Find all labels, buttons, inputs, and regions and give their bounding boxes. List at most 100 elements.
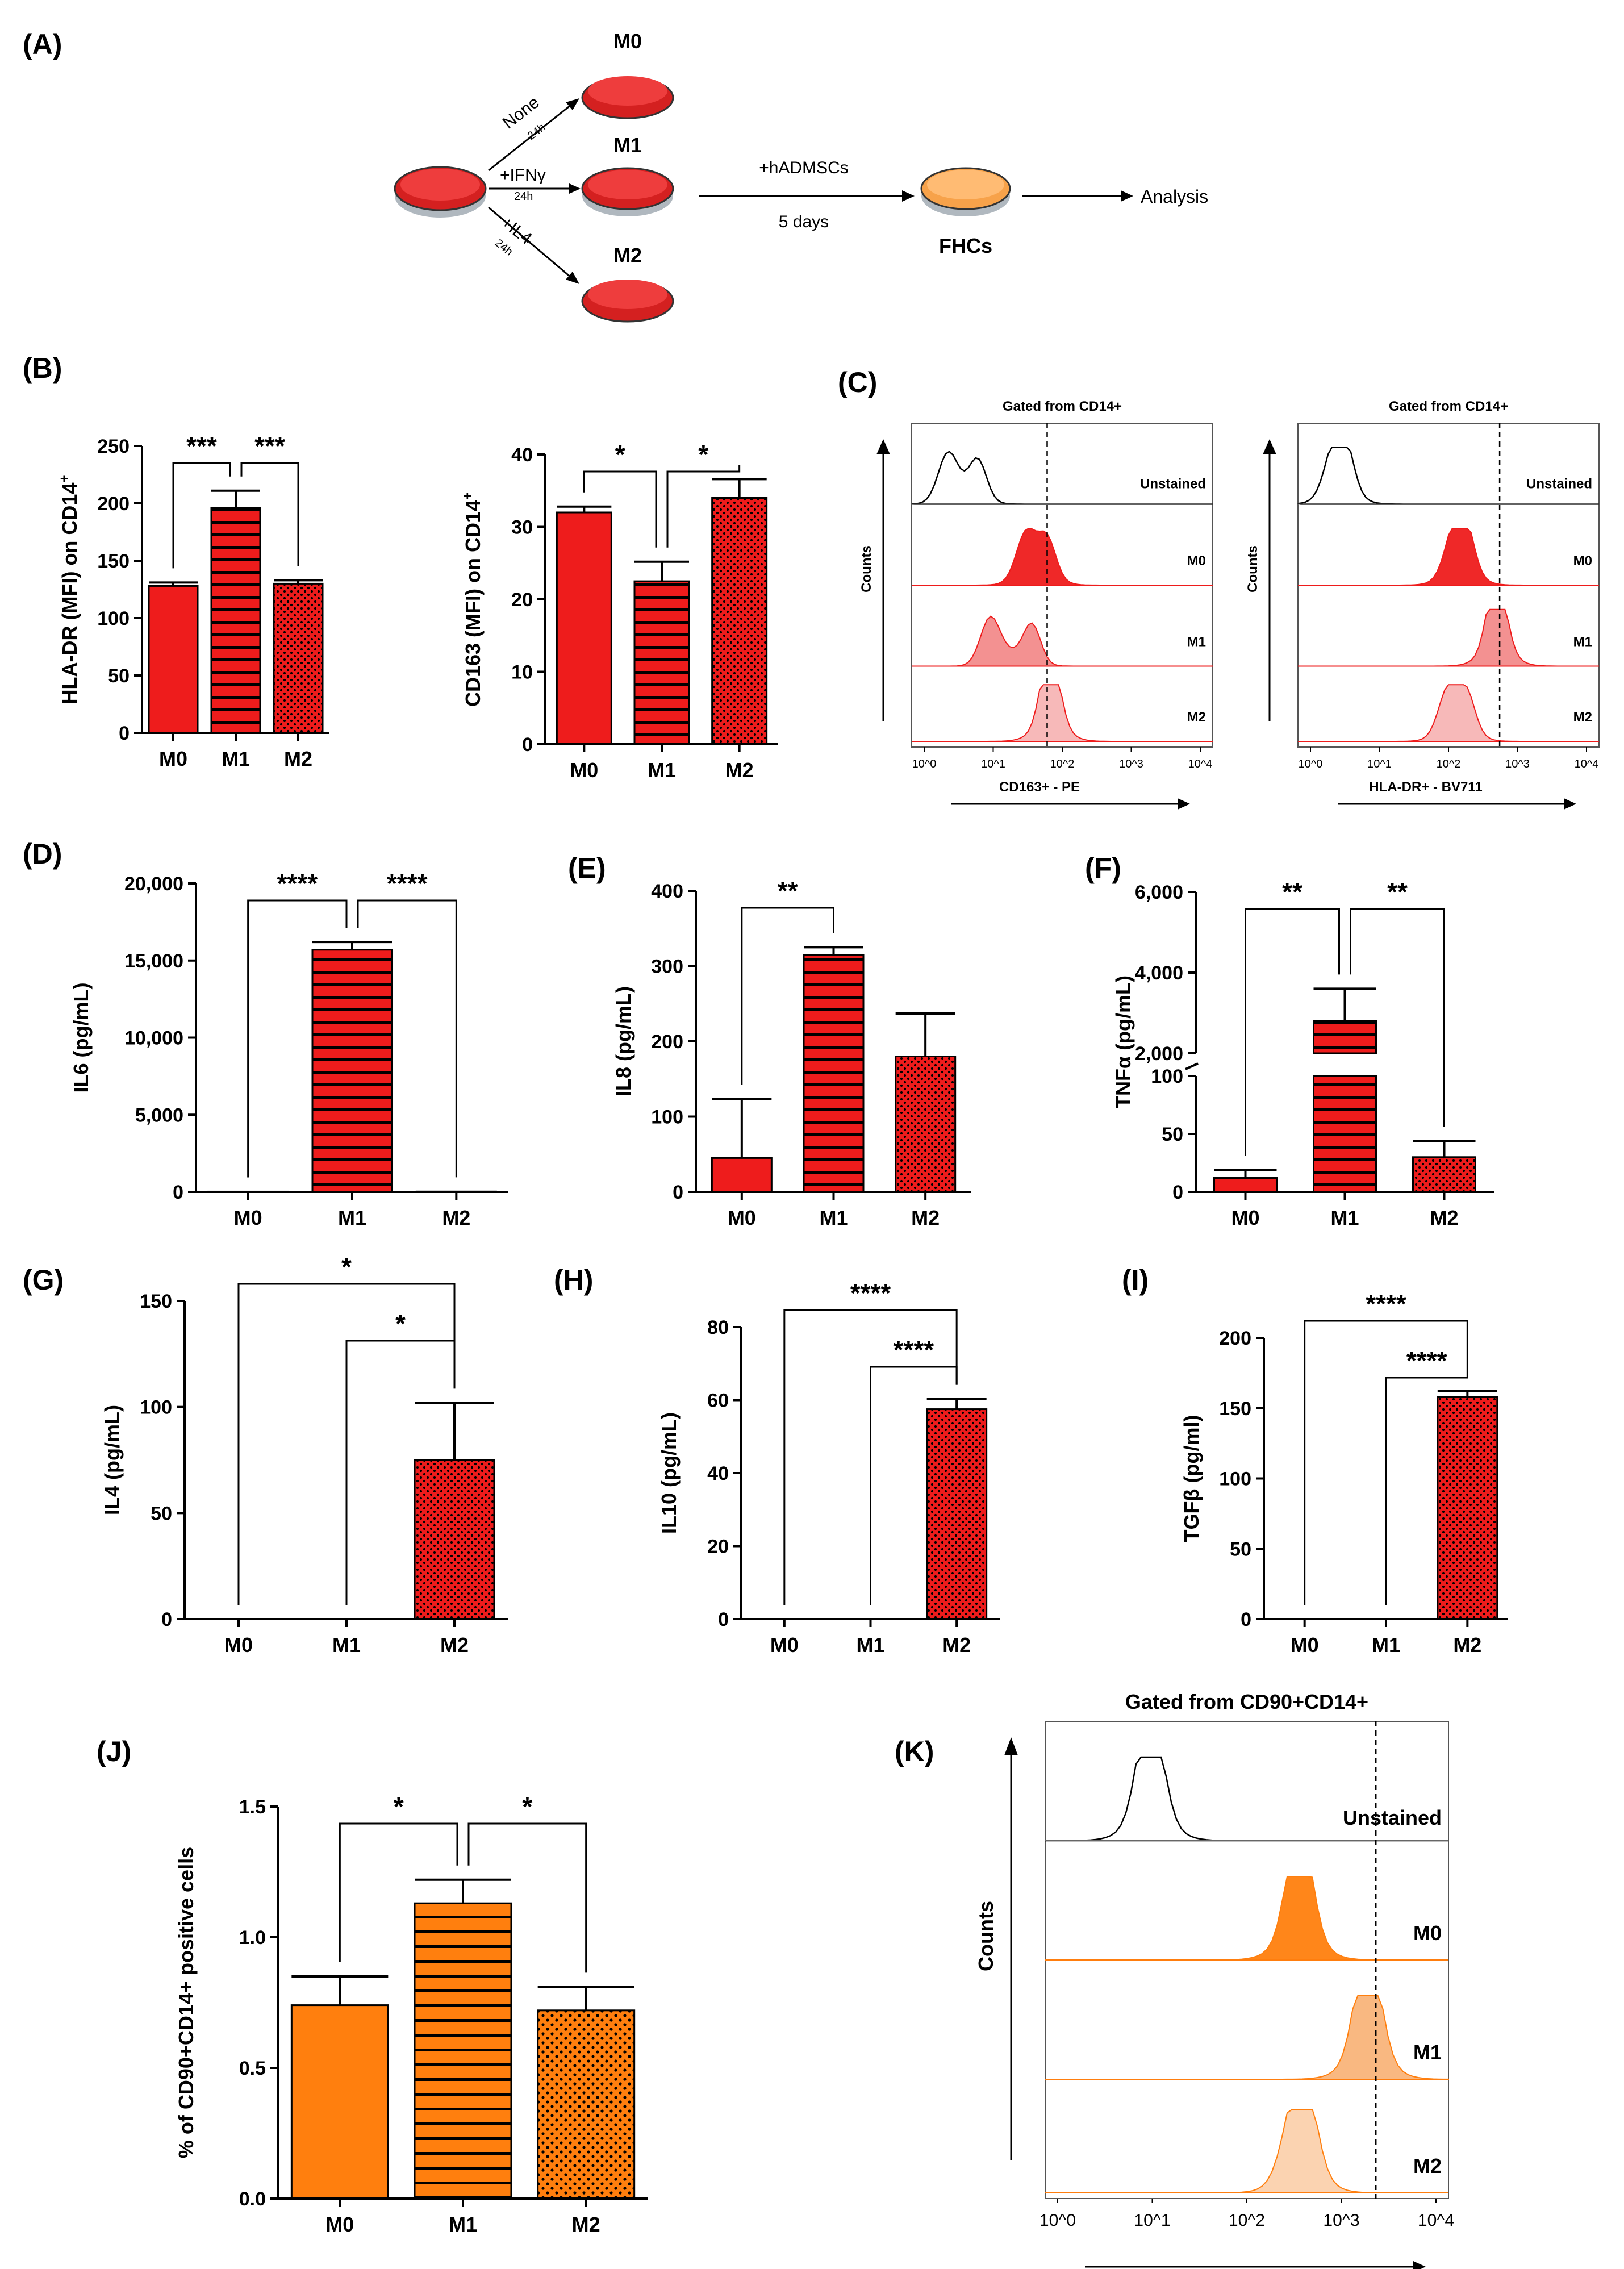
bar-m1 — [311, 949, 393, 1193]
significance-bracket — [1245, 908, 1340, 1156]
significance-bracket — [339, 1822, 458, 1962]
y-axis-label: IL10 (pg/mL) — [657, 1412, 681, 1534]
bar-m1 — [1313, 1020, 1377, 1054]
x-tick-label: M2 — [440, 1633, 469, 1657]
bar-m1 — [210, 507, 261, 734]
x-axis-arrowhead — [1564, 798, 1576, 810]
x-tick-label: M1 — [1372, 1633, 1400, 1657]
chart-tgfb: 0 50 100 150 200 M0 M1 M2 TGFβ (pg/ml) ******** — [1180, 1289, 1508, 1657]
significance-bracket — [172, 462, 231, 569]
y-tick-label: 20,000 — [124, 873, 183, 895]
y-tick-label: 80 — [707, 1317, 729, 1338]
x-tick-label: M1 — [449, 2213, 477, 2236]
x-tick-label: M2 — [1430, 1206, 1458, 1229]
significance-label: **** — [277, 869, 318, 898]
panel-label-c: (C) — [838, 366, 877, 398]
row-label-m2: M2 — [1413, 2154, 1442, 2178]
x-tick-label: M0 — [224, 1633, 253, 1657]
x-tick-label: 10^3 — [1505, 758, 1530, 770]
significance-label: *** — [254, 431, 285, 461]
y-axis-label: Counts — [859, 545, 874, 593]
histogram-title: Gated from CD14+ — [1003, 399, 1122, 414]
chart-il8: 0 100 200 300 400 M0 M1 M2 IL8 (pg/mL) ** — [612, 876, 971, 1229]
row-label-m0: M0 — [1573, 553, 1592, 569]
y-tick-label: 0 — [522, 734, 533, 756]
y-tick-label: 20 — [511, 589, 533, 611]
bar-m2 — [711, 497, 768, 745]
y-tick-label: 30 — [511, 517, 533, 539]
y-axis-arrowhead — [1004, 1737, 1018, 1755]
y-axis-label-main: HLA-DR (MFI) on CD14 — [58, 483, 81, 704]
significance-bracket — [237, 1283, 456, 1605]
x-axis-arrowhead — [1178, 798, 1190, 810]
y-tick-label: 5,000 — [135, 1104, 183, 1126]
x-tick-label: M2 — [911, 1206, 940, 1229]
significance-label: **** — [894, 1335, 934, 1365]
x-tick-label: M0 — [1291, 1633, 1319, 1657]
x-tick-label: 10^3 — [1323, 2211, 1359, 2230]
y-tick-label: 250 — [97, 436, 130, 457]
y-tick-label: 60 — [707, 1390, 729, 1412]
significance-bracket — [1385, 1377, 1468, 1605]
y-tick-label: 100 — [1151, 1066, 1183, 1087]
panel-label-k: (K) — [895, 1736, 934, 1767]
significance-bracket — [1304, 1320, 1468, 1605]
row-label-m0: M0 — [1187, 553, 1206, 569]
histogram-curve-m1 — [912, 615, 1213, 667]
x-tick-label: M2 — [725, 758, 754, 782]
y-tick-label: 0 — [173, 1182, 183, 1203]
chart-il10: 0 20 40 60 80 M0 M1 M2 IL10 (pg/mL) ******** — [657, 1278, 1000, 1657]
y-tick-label: 50 — [108, 665, 130, 687]
significance-bracket — [467, 1822, 587, 1973]
significance-bracket — [741, 907, 834, 1086]
histogram-hla-dr: Gated from CD14+ Unstained M0 M1 M2 10^0 10^1 1… — [1245, 399, 1600, 810]
panel-label-e: (E) — [568, 852, 606, 884]
y-tick-label: 100 — [1219, 1469, 1251, 1490]
y-axis-label-sup: + — [460, 492, 475, 500]
y-tick-label: 200 — [97, 493, 130, 515]
y-tick-label: 50 — [1230, 1538, 1251, 1560]
y-tick-label: 150 — [1219, 1398, 1251, 1420]
step-label-days: 5 days — [779, 212, 829, 231]
panel-label-j: (J) — [97, 1736, 131, 1767]
y-tick-label: 0.5 — [239, 2058, 266, 2079]
bar-m2 — [273, 582, 324, 734]
significance-label: * — [522, 1792, 532, 1821]
dish-label-fhcs: FHCs — [939, 234, 992, 257]
x-tick-label: M0 — [728, 1206, 756, 1229]
histogram-title: Gated from CD14+ — [1389, 399, 1508, 414]
significance-label: **** — [1406, 1346, 1447, 1375]
significance-bracket — [666, 465, 741, 548]
x-tick-label: M1 — [1330, 1206, 1359, 1229]
significance-label: * — [341, 1252, 352, 1282]
significance-label: *** — [186, 431, 217, 461]
x-tick-label: 10^0 — [1039, 2211, 1076, 2230]
y-tick-label: 0 — [1241, 1609, 1251, 1630]
y-tick-label: 10,000 — [124, 1028, 183, 1049]
significance-label: **** — [387, 869, 428, 898]
y-tick-label: 150 — [97, 550, 130, 572]
y-axis-label: IL8 (pg/mL) — [612, 986, 635, 1096]
x-tick-label: M1 — [648, 758, 676, 782]
y-tick-label: 6,000 — [1135, 882, 1183, 903]
histogram-curve-m2 — [1045, 2109, 1448, 2193]
histogram-curve-m2 — [1298, 684, 1599, 742]
y-tick-label: 0 — [673, 1182, 683, 1203]
dish-fhcs-icon — [920, 167, 1011, 216]
significance-bracket — [357, 899, 457, 1178]
x-tick-label: M0 — [325, 2213, 354, 2236]
y-axis-label: HLA-DR (MFI) on CD14+ — [57, 475, 81, 704]
y-axis-arrowhead — [876, 439, 890, 454]
arrow-time-ifn: 24h — [514, 190, 533, 203]
x-tick-label: 10^2 — [1229, 2211, 1265, 2230]
dish-label-m1: M1 — [613, 134, 642, 157]
dish-m0-icon — [581, 76, 674, 119]
chart-cd90-cd14-percent: 0.0 0.5 1.0 1.5 M0 M1 M2 % of CD90+CD14+ positi… — [174, 1792, 648, 2236]
row-label-m2: M2 — [1573, 710, 1592, 725]
x-tick-label: M1 — [338, 1206, 366, 1229]
histogram-curve-m2 — [912, 684, 1213, 742]
significance-label: ** — [1282, 877, 1302, 907]
axis-break-mark — [1185, 1062, 1199, 1070]
